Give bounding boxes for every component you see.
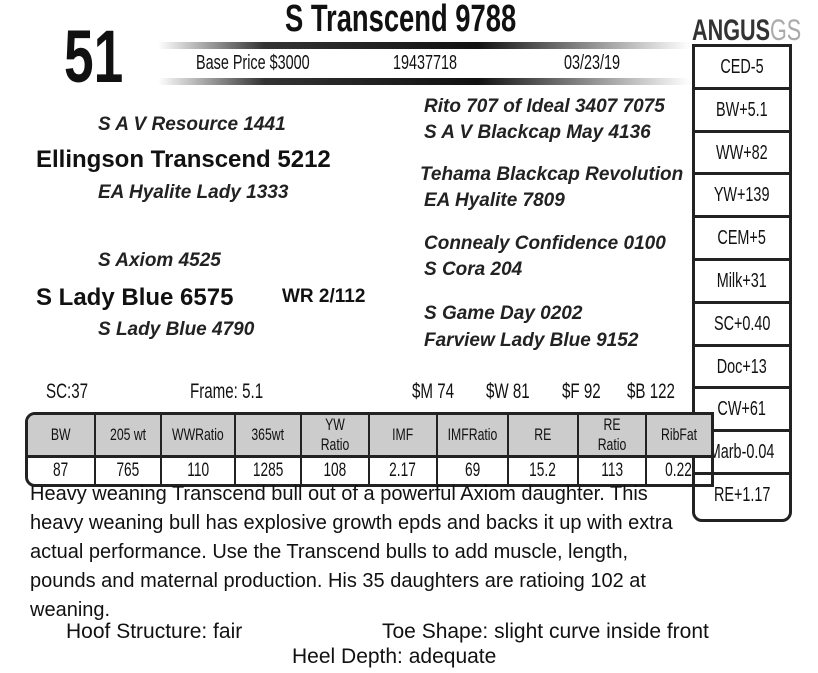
header-cell: 205 wt — [96, 415, 162, 458]
pedigree-ddd: Farview Lady Blue 9152 — [424, 330, 639, 351]
birth-date-text: 03/23/19 — [564, 52, 621, 74]
performance-value-row: 87 765 110 1285 108 2.17 69 15.2 113 0.2… — [28, 458, 711, 484]
header-cell: WWRatio — [162, 415, 236, 458]
description: Heavy weaning Transcend bull out of a po… — [30, 483, 673, 621]
pedigree-dds: S Game Day 0202 — [424, 303, 583, 324]
angus-logo: ANGUSGS — [692, 14, 818, 48]
pedigree-sire: Ellingson Transcend 5212 — [36, 146, 331, 173]
value-cell: 87 — [28, 458, 96, 484]
pedigree-sire-sire: S A V Resource 1441 — [98, 114, 286, 135]
header-cell: IMF — [369, 415, 438, 458]
lot-number: 51 — [64, 14, 146, 99]
pedigree-ssd: S A V Blackcap May 4136 — [424, 122, 651, 143]
epd-cw: CW+61 — [695, 389, 789, 433]
registration-number: 19437718 — [393, 52, 482, 75]
header-cell: BW — [28, 415, 96, 458]
animal-name: S Transcend 9788 — [285, 0, 606, 41]
registration-number-text: 19437718 — [393, 52, 458, 74]
pedigree-dsd: S Cora 204 — [424, 259, 523, 280]
animal-name-text: S Transcend 9788 — [285, 0, 517, 40]
scrotal-circumference: SC:37 — [46, 380, 89, 403]
lot-number-text: 51 — [64, 15, 124, 98]
epd-column: CED-5 BW+5.1 WW+82 YW+139 CEM+5 Milk+31 … — [692, 44, 792, 522]
value-cell: 110 — [162, 458, 236, 484]
epd-milk: Milk+31 — [695, 261, 789, 304]
value-cell: 108 — [302, 458, 370, 484]
value-cell: 113 — [579, 458, 647, 484]
header-cell: RE Ratio — [578, 415, 647, 458]
performance-header-row: BW 205 wt WWRatio 365wt YW Ratio IMF IMF… — [28, 415, 711, 458]
pedigree-sds: Tehama Blackcap Revolution — [420, 164, 684, 185]
epd-yw: YW+139 — [695, 175, 789, 219]
header-cell: IMFRatio — [437, 415, 509, 458]
epd-doc: Doc+13 — [695, 347, 789, 390]
epd-cem: CEM+5 — [695, 218, 789, 261]
epd-sc: SC+0.40 — [695, 304, 789, 347]
birth-date: 03/23/19 — [564, 52, 642, 75]
pedigree-dam-dam: S Lady Blue 4790 — [98, 319, 255, 340]
epd-re: RE+1.17 — [713, 483, 771, 506]
epd-bw: BW+5.1 — [695, 90, 789, 133]
epd-ww: WW+82 — [695, 133, 789, 176]
value-cell: 0.22 — [665, 460, 693, 481]
frame-score: Frame: 5.1 — [190, 380, 264, 403]
epd-ced: CED-5 — [695, 47, 789, 90]
pedigree-sdd: EA Hyalite 7809 — [424, 190, 565, 211]
value-cell: 765 — [96, 458, 162, 484]
logo-main: ANGUS — [692, 14, 771, 47]
header-cell: 365wt — [235, 415, 302, 458]
header-cell: YW Ratio — [301, 415, 370, 458]
header-cell: RibFat — [646, 415, 711, 458]
base-price: Base Price $3000 — [196, 52, 354, 75]
logo-suffix: GS — [770, 14, 802, 47]
value-cell: 2.17 — [370, 458, 438, 484]
divider — [158, 78, 690, 85]
performance-table: BW 205 wt WWRatio 365wt YW Ratio IMF IMF… — [25, 412, 714, 487]
index-w: $W 81 — [486, 380, 530, 403]
hoof-structure: Hoof Structure: fair — [66, 620, 243, 643]
pedigree-sire-dam: EA Hyalite Lady 1333 — [98, 182, 289, 203]
pedigree-dss: Connealy Confidence 0100 — [424, 233, 666, 254]
index-b: $B 122 — [627, 380, 675, 403]
heel-depth: Heel Depth: adequate — [292, 645, 497, 668]
base-price-text: Base Price $3000 — [196, 52, 310, 74]
index-m: $M 74 — [412, 380, 455, 403]
header-cell: RE — [508, 415, 579, 458]
value-cell: 15.2 — [509, 458, 579, 484]
pedigree-sss: Rito 707 of Ideal 3407 7075 — [424, 96, 665, 117]
index-f: $F 92 — [562, 380, 601, 403]
value-cell: 69 — [438, 458, 509, 484]
toe-shape: Toe Shape: slight curve inside front — [382, 620, 709, 643]
pedigree-dam: S Lady Blue 6575 — [36, 284, 234, 311]
epd-marb: Marb-0.04 — [695, 432, 789, 475]
divider — [158, 42, 690, 49]
value-cell: 1285 — [236, 458, 302, 484]
dam-weaning-ratio: WR 2/112 — [282, 286, 366, 307]
pedigree-dam-sire: S Axiom 4525 — [98, 250, 221, 271]
